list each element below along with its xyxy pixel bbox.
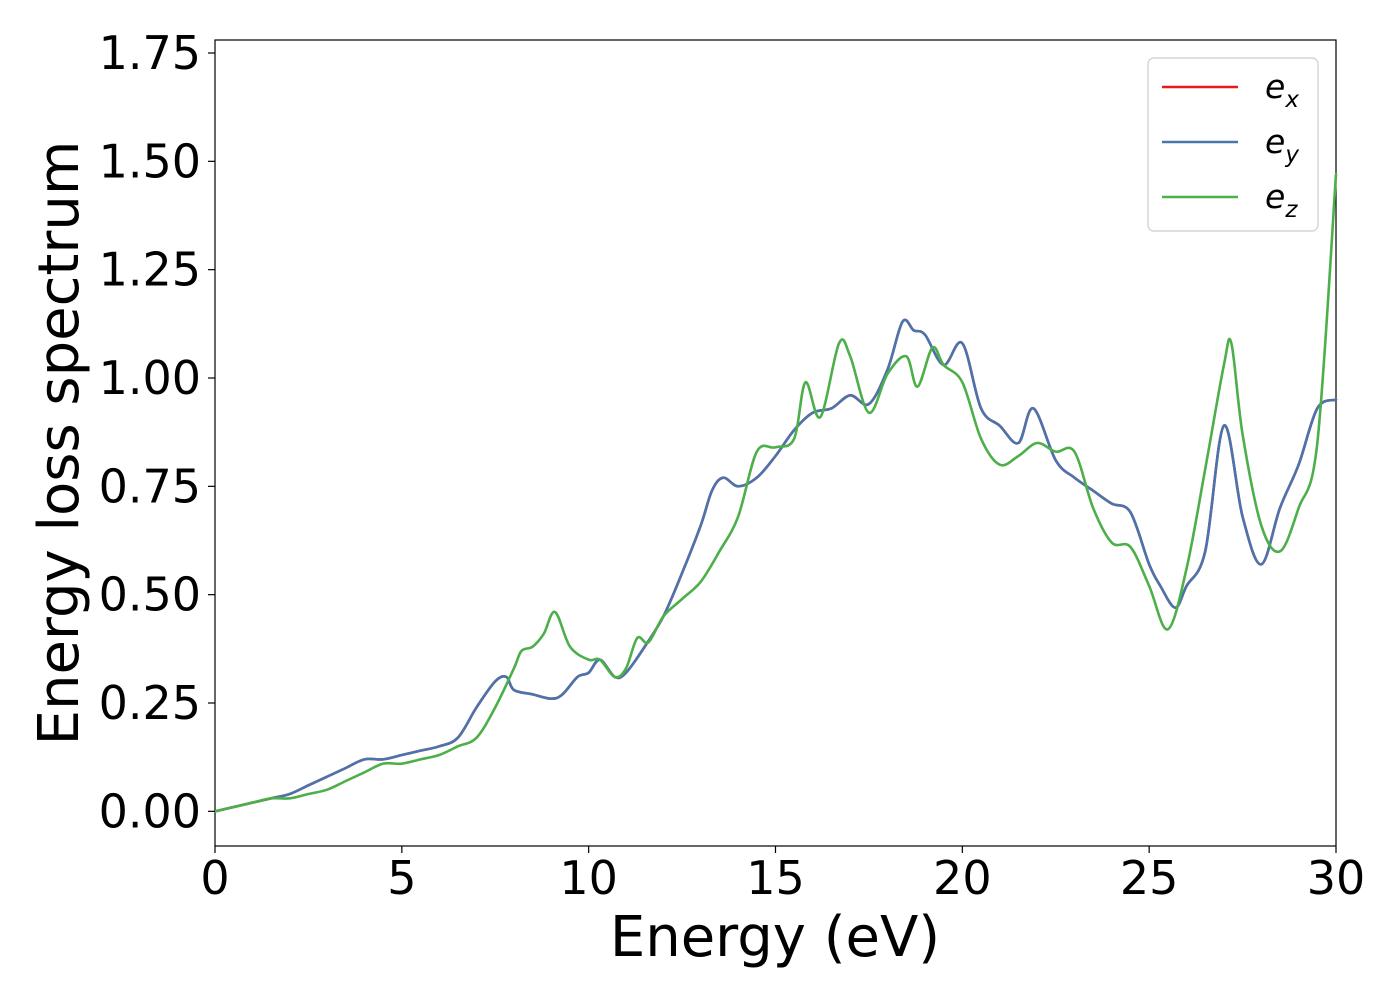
y-tick-label: 0.75 — [99, 459, 201, 513]
series-line-z — [213, 173, 1338, 813]
x-tick-label: 30 — [1307, 851, 1366, 905]
x-tick-label: 0 — [200, 851, 229, 905]
y-tick-label: 0.00 — [99, 784, 201, 838]
x-tick-label: 20 — [933, 851, 992, 905]
x-tick-label: 15 — [746, 851, 805, 905]
y-tick-label: 0.50 — [99, 568, 201, 622]
legend-label-x: ex — [1265, 67, 1299, 113]
y-tick-label: 1.00 — [99, 351, 201, 405]
legend-box — [1147, 57, 1319, 232]
x-tick-label: 10 — [559, 851, 618, 905]
y-axis-ticks: 0.00 0.25 0.50 0.75 1.00 1.25 1.50 1.75 — [99, 26, 215, 838]
y-axis-label: Energy loss spectrum — [27, 141, 92, 746]
legend-label-y: ey — [1265, 122, 1299, 168]
x-axis-label: Energy (eV) — [610, 905, 940, 970]
series-line-y — [213, 318, 1338, 813]
series-layer — [213, 173, 1338, 813]
y-tick-label: 1.75 — [99, 26, 201, 80]
series-line-x — [213, 318, 1338, 813]
x-axis-ticks: 0 5 10 15 20 25 30 — [200, 846, 1365, 905]
x-tick-label: 5 — [387, 851, 416, 905]
x-tick-label: 25 — [1120, 851, 1179, 905]
y-tick-label: 1.50 — [99, 134, 201, 188]
y-tick-label: 0.25 — [99, 676, 201, 730]
legend-label-z: ez — [1265, 177, 1298, 223]
y-tick-label: 1.25 — [99, 243, 201, 297]
legend: ex ey ez — [1147, 57, 1319, 232]
